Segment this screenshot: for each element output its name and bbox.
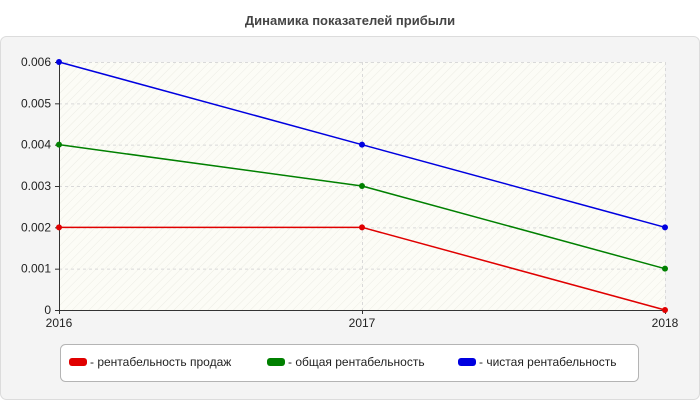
series-line-net-profitability	[361, 143, 666, 229]
legend-item-sales-profitability: - рентабельность продаж	[69, 355, 231, 369]
legend-label-sales-profitability: - рентабельность продаж	[90, 355, 231, 369]
data-point-net-profitability	[56, 59, 62, 65]
y-axis-tick-labels: 0 0.001 0.002 0.003 0.004 0.005 0.006	[21, 55, 51, 317]
legend: - рентабельность продаж - общая рентабел…	[60, 344, 639, 382]
series-line-total-profitability	[361, 185, 666, 270]
legend-swatch-total-profitability	[267, 358, 285, 366]
y-tick-label: 0.005	[21, 96, 51, 110]
data-point-total-profitability	[662, 265, 668, 272]
data-point-net-profitability	[662, 224, 668, 231]
x-axis-tick-labels: 2016 2017 2018	[46, 316, 679, 330]
y-tick-label: 0.003	[21, 179, 51, 193]
series-lines	[58, 61, 666, 311]
y-tick-label: 0.002	[21, 220, 51, 234]
series-points	[56, 59, 668, 313]
data-point-net-profitability	[359, 141, 365, 148]
series-line-sales-profitability	[361, 226, 666, 311]
chart-title: Динамика показателей прибыли	[245, 13, 455, 28]
y-tick-label: 0.006	[21, 55, 51, 69]
legend-swatch-sales-profitability	[69, 358, 87, 366]
x-tick-label: 2016	[46, 316, 73, 330]
axes	[55, 60, 666, 314]
y-tick-label: 0.001	[21, 262, 51, 276]
x-tick-label: 2017	[349, 316, 376, 330]
data-point-sales-profitability	[359, 224, 365, 231]
data-point-sales-profitability	[56, 224, 62, 231]
legend-item-net-profitability: - чистая рентабельность	[458, 355, 616, 369]
legend-label-net-profitability: - чистая рентабельность	[479, 355, 616, 369]
data-point-total-profitability	[359, 183, 365, 189]
y-tick-label: 0.004	[21, 138, 51, 152]
legend-label-total-profitability: - общая рентабельность	[288, 355, 425, 369]
x-tick-label: 2018	[652, 316, 679, 330]
data-point-sales-profitability	[662, 307, 668, 313]
legend-box	[60, 344, 639, 382]
series-line-net-profitability	[58, 61, 363, 146]
y-tick-label: 0	[44, 303, 51, 317]
data-point-total-profitability	[56, 141, 62, 148]
series-line-total-profitability	[58, 143, 363, 187]
legend-swatch-net-profitability	[458, 358, 476, 366]
legend-item-total-profitability: - общая рентабельность	[267, 355, 425, 369]
